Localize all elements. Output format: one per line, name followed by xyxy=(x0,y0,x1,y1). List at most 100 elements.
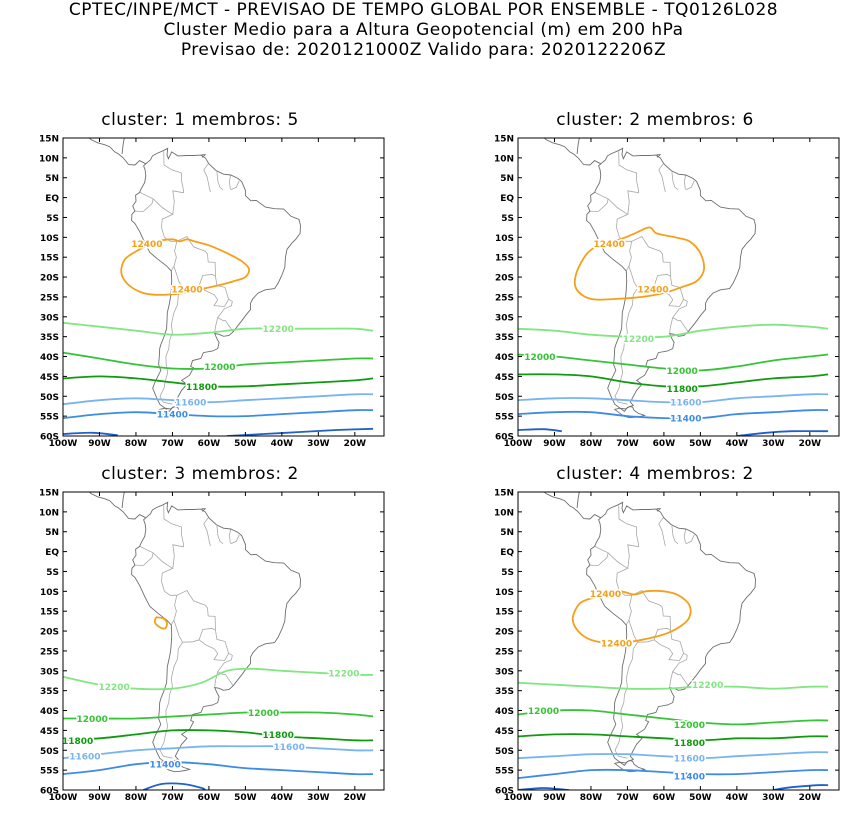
lat-label: 15N xyxy=(494,489,514,499)
country-border xyxy=(216,525,224,545)
coastline xyxy=(586,147,756,413)
country-border xyxy=(215,276,234,332)
map-panel-cluster-3: cluster: 3 membros: 2 12200 12200 12000 120… xyxy=(0,464,400,824)
contour-12200 xyxy=(518,681,829,690)
contour-label-12200: 12200 xyxy=(98,683,129,693)
contour-11200 xyxy=(142,782,206,790)
coastline xyxy=(131,501,301,767)
lon-label: 100W xyxy=(504,439,533,449)
lat-label: 10N xyxy=(39,508,59,518)
country-border xyxy=(214,671,219,687)
contour-label-11400: 11400 xyxy=(674,773,705,783)
contour-label-12200: 12200 xyxy=(692,681,723,691)
contour-label-11800: 11800 xyxy=(666,385,697,395)
lat-label: 5N xyxy=(45,174,59,184)
lon-label: 20W xyxy=(799,439,822,449)
lon-label: 30W xyxy=(307,793,330,803)
country-border xyxy=(670,630,689,686)
contour-11200 xyxy=(736,430,829,436)
country-border xyxy=(228,528,232,544)
lon-label: 80W xyxy=(125,793,148,803)
lat-label: 20S xyxy=(495,628,514,638)
header-line-1: CPTEC/INPE/MCT - PREVISAO DE TEMPO GLOBA… xyxy=(68,0,779,20)
country-border xyxy=(159,620,184,759)
map-svg: 12400 12400 12200 12000 12000 11800 11600 11400… xyxy=(494,489,840,803)
contour-12200 xyxy=(518,323,829,339)
country-border xyxy=(152,552,178,625)
contour-11600 xyxy=(518,393,829,404)
contour-label-12000: 12000 xyxy=(674,721,705,731)
contour-label-12000: 12000 xyxy=(524,353,555,363)
map-svg: 12400 12400 12200 12000 12000 11800 11600 11400… xyxy=(494,135,840,449)
lon-label: 50W xyxy=(689,439,712,449)
contour-label-12000: 12000 xyxy=(248,709,279,719)
country-border xyxy=(669,317,674,333)
lon-label: 40W xyxy=(271,793,294,803)
lat-label: 5S xyxy=(46,214,59,224)
lat-label: 20S xyxy=(495,274,514,284)
lat-label: 60S xyxy=(495,787,514,797)
country-border xyxy=(214,317,219,333)
contour-label-11400: 11400 xyxy=(149,761,180,771)
contour-11600 xyxy=(518,751,829,760)
country-border xyxy=(658,517,666,547)
country-border xyxy=(683,528,687,544)
lon-label: 40W xyxy=(726,793,749,803)
contour-label-11400: 11400 xyxy=(157,411,188,421)
contour-11400 xyxy=(518,768,829,779)
lon-label: 80W xyxy=(125,439,148,449)
lon-label: 30W xyxy=(762,439,785,449)
lat-label: 5N xyxy=(500,528,514,538)
lat-label: EQ xyxy=(500,548,514,558)
lat-label: 30S xyxy=(40,313,59,323)
contour-label-12400: 12400 xyxy=(637,286,668,296)
lat-label: 45S xyxy=(495,727,514,737)
lon-label: 80W xyxy=(580,793,603,803)
island-coastline xyxy=(201,154,207,158)
lat-label: 10N xyxy=(494,154,514,164)
contour-label-12400: 12400 xyxy=(131,240,162,250)
lat-label: 40S xyxy=(495,707,514,717)
coastline xyxy=(543,492,602,520)
lat-label: 50S xyxy=(40,747,59,757)
country-border xyxy=(203,163,211,193)
lon-label: 70W xyxy=(161,439,184,449)
contour-label-12400: 12400 xyxy=(171,286,202,296)
contour-label-11400: 11400 xyxy=(670,415,701,425)
lat-label: 50S xyxy=(495,393,514,403)
plot-frame xyxy=(517,137,840,437)
map-panel-cluster-4: cluster: 4 membros: 2 12400 12400 12200 120… xyxy=(455,464,847,824)
coastline xyxy=(158,406,192,419)
country-border xyxy=(172,544,184,569)
lon-label: 90W xyxy=(88,793,111,803)
contour-label-12000: 12000 xyxy=(77,715,108,725)
contour-label-11600: 11600 xyxy=(674,755,705,765)
lon-label: 50W xyxy=(689,793,712,803)
lat-label: 25S xyxy=(40,647,59,657)
lat-label: 40S xyxy=(495,353,514,363)
lat-label: 40S xyxy=(40,707,59,717)
island-coastline xyxy=(656,154,662,158)
contour-12000 xyxy=(518,709,829,726)
contour-11600 xyxy=(63,393,374,406)
country-border xyxy=(631,235,671,289)
contour-label-12400: 12400 xyxy=(601,640,632,650)
panel-title: cluster: 2 membros: 6 xyxy=(556,110,754,130)
lat-label: 20S xyxy=(40,274,59,284)
country-border xyxy=(228,174,232,190)
map-layer: 12200 12200 12000 12000 11800 11800 11600 11600… xyxy=(63,492,374,790)
country-border xyxy=(671,171,679,191)
country-border xyxy=(618,505,640,547)
contour-12400 xyxy=(571,589,692,644)
coastline xyxy=(543,138,602,166)
coastline xyxy=(586,501,756,767)
contour-11200 xyxy=(518,428,562,433)
contour-12400 xyxy=(153,616,168,630)
country-border xyxy=(631,589,671,643)
coastline xyxy=(123,492,125,493)
contour-12000 xyxy=(63,351,374,370)
contour-label-11600: 11600 xyxy=(274,743,305,753)
country-border xyxy=(134,546,154,566)
country-border xyxy=(671,525,679,545)
plot-frame xyxy=(62,491,385,791)
